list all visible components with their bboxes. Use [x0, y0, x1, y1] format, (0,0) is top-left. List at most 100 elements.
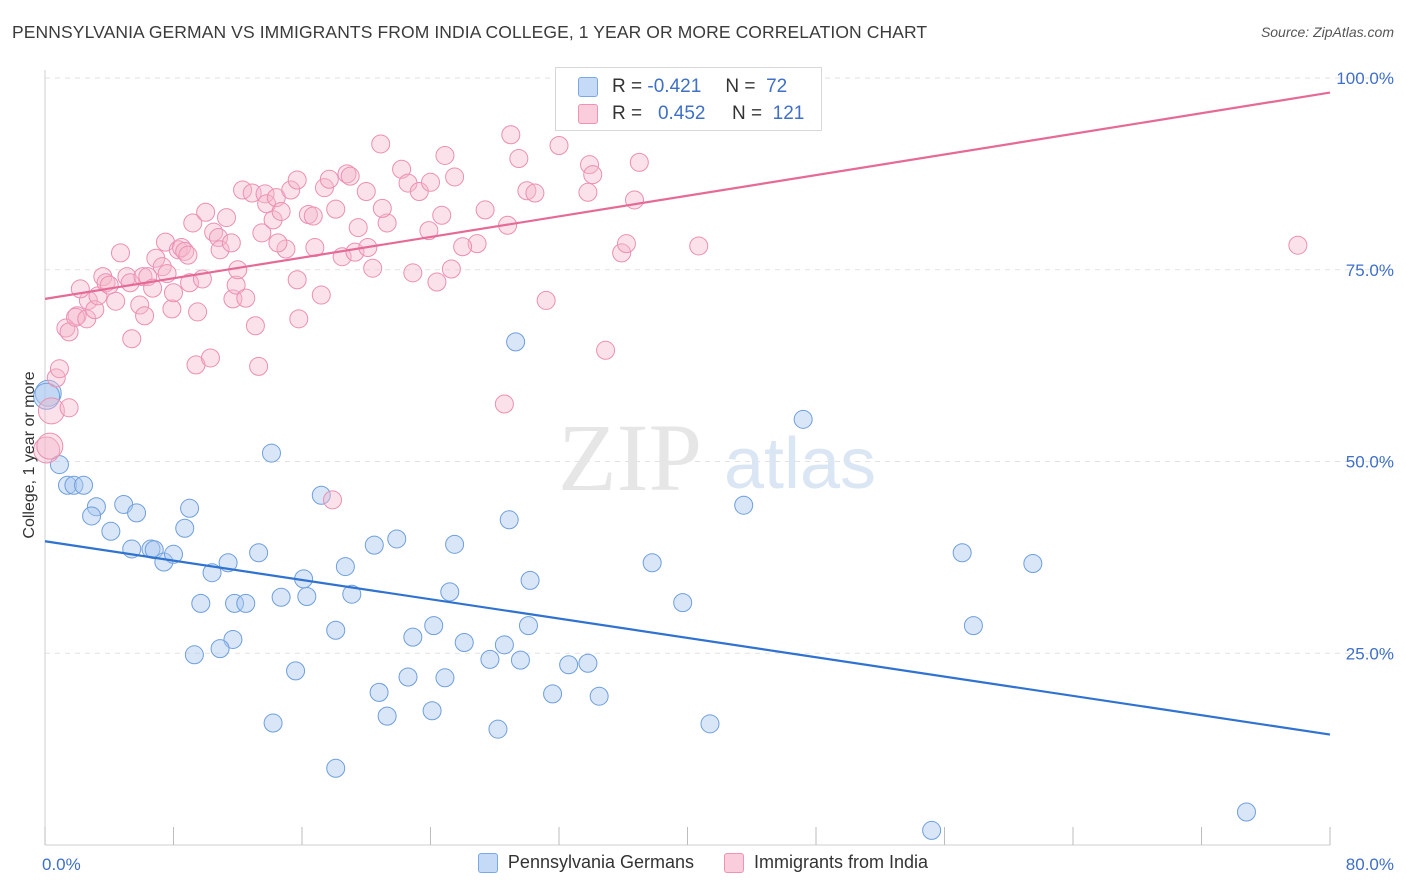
x-tick-label: 80.0%: [1346, 855, 1394, 874]
data-point: [175, 241, 195, 261]
data-point: [536, 290, 556, 310]
data-point: [172, 238, 192, 258]
data-point: [323, 490, 343, 510]
data-point: [689, 236, 709, 256]
legend-r-label: R =: [612, 103, 643, 124]
watermark-atlas: atlas: [724, 424, 876, 504]
legend-swatch-pink: [578, 104, 598, 124]
data-point: [162, 299, 182, 319]
data-point: [49, 359, 69, 379]
y-tick-label: 25.0%: [1346, 644, 1394, 663]
data-point: [287, 170, 307, 190]
legend-item-pennsylvania-germans[interactable]: Pennsylvania Germans: [477, 852, 695, 873]
data-point: [326, 620, 346, 640]
data-point: [122, 329, 142, 349]
data-point: [596, 340, 616, 360]
data-point: [249, 543, 269, 563]
data-point: [488, 719, 508, 739]
data-point: [440, 582, 460, 602]
series-legend: Pennsylvania Germans Immigrants from Ind…: [0, 852, 1406, 873]
legend-swatch-pink: [724, 852, 745, 873]
trend-line: [44, 91, 1331, 300]
data-point: [509, 149, 529, 169]
data-point: [445, 167, 465, 187]
data-point: [152, 257, 172, 277]
data-point: [589, 686, 609, 706]
data-point: [525, 183, 545, 203]
data-point: [263, 713, 283, 733]
data-point: [432, 205, 452, 225]
data-point: [616, 234, 636, 254]
data-point: [963, 616, 983, 636]
data-point: [403, 263, 423, 283]
data-point: [1288, 235, 1308, 255]
data-point: [249, 356, 269, 376]
legend-n-value: 72: [766, 76, 788, 97]
data-point: [612, 243, 632, 263]
legend-n-label: N =: [725, 76, 756, 97]
data-point: [57, 475, 77, 495]
data-point: [56, 318, 76, 338]
data-point: [101, 521, 121, 541]
data-point: [377, 706, 397, 726]
x-tick-label: 0.0%: [42, 855, 81, 874]
legend-row-pennsylvania-germans: R = -0.421 N = 72: [578, 75, 787, 99]
data-point: [82, 506, 102, 526]
data-point: [421, 172, 440, 192]
data-point: [33, 382, 61, 410]
y-tick-label: 50.0%: [1346, 453, 1394, 472]
data-point: [673, 593, 693, 613]
data-point: [335, 557, 355, 577]
chart-title: PENNSYLVANIA GERMAN VS IMMIGRANTS FROM I…: [12, 22, 928, 42]
legend-r-value: -0.421: [647, 76, 702, 97]
data-point: [403, 627, 423, 647]
data-point: [37, 397, 65, 425]
data-point: [221, 233, 241, 253]
data-point: [183, 213, 203, 233]
data-point: [36, 432, 64, 460]
data-point: [734, 495, 754, 515]
trend-line: [44, 540, 1331, 736]
data-point: [424, 616, 444, 636]
data-point: [127, 503, 147, 523]
data-point: [106, 291, 126, 311]
data-point: [387, 529, 407, 549]
data-point: [287, 270, 307, 290]
data-point: [326, 758, 346, 778]
legend-r-value: 0.452: [657, 103, 706, 124]
legend-label: Pennsylvania Germans: [507, 852, 695, 872]
data-point: [348, 218, 368, 238]
data-point: [356, 182, 376, 202]
data-point: [236, 593, 256, 613]
data-point: [445, 534, 465, 554]
data-point: [475, 200, 495, 220]
data-point: [700, 714, 720, 734]
data-point: [297, 586, 317, 606]
stats-legend: R = -0.421 N = 72 R = 0.452 N = 121: [555, 67, 822, 131]
data-point: [419, 221, 439, 241]
data-point: [793, 409, 813, 429]
legend-row-immigrants-from-india: R = 0.452 N = 121: [578, 102, 804, 126]
data-point: [583, 165, 603, 185]
data-point: [135, 306, 155, 326]
data-point: [578, 653, 598, 673]
data-point: [236, 288, 256, 308]
data-point: [543, 684, 563, 704]
data-point: [289, 309, 309, 329]
data-point: [86, 497, 106, 517]
legend-item-immigrants-from-india[interactable]: Immigrants from India: [724, 852, 928, 873]
data-point: [377, 213, 397, 233]
data-point: [178, 245, 198, 265]
legend-n-value: 121: [772, 103, 805, 124]
data-point: [454, 633, 474, 653]
data-point: [480, 649, 500, 669]
data-point: [196, 202, 216, 222]
data-point: [130, 295, 150, 315]
data-point: [226, 275, 246, 295]
data-point: [392, 159, 412, 179]
data-point: [510, 650, 530, 670]
data-point: [180, 498, 200, 518]
data-point: [303, 206, 323, 226]
watermark-zip: ZIP: [558, 404, 702, 511]
